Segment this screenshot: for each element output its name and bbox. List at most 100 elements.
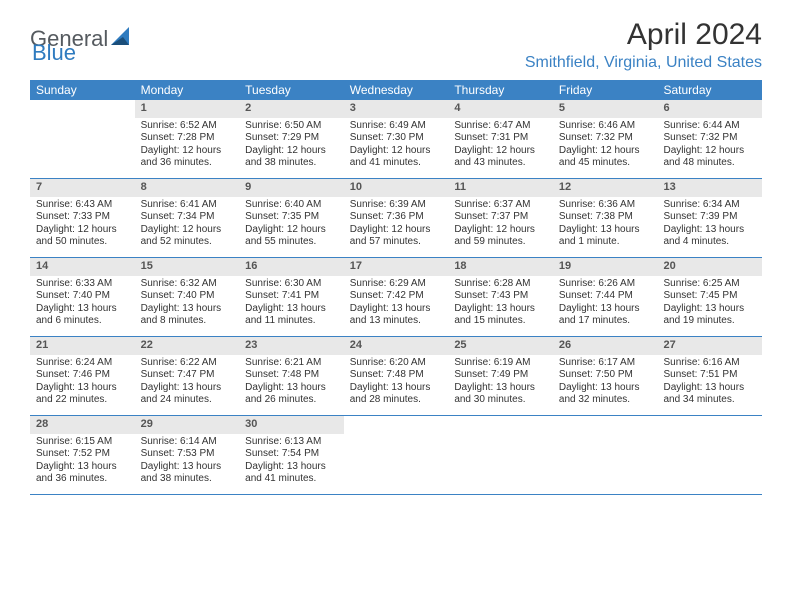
day-sunrise: Sunrise: 6:34 AM [663,199,756,212]
day-day2: and 26 minutes. [245,394,338,407]
location-subtitle: Smithfield, Virginia, United States [525,54,762,72]
day-body: Sunrise: 6:50 AMSunset: 7:29 PMDaylight:… [239,118,344,176]
calendar-week: 14Sunrise: 6:33 AMSunset: 7:40 PMDayligh… [30,258,762,337]
day-sunrise: Sunrise: 6:43 AM [36,199,129,212]
day-sunset: Sunset: 7:46 PM [36,369,129,382]
day-day2: and 36 minutes. [141,157,234,170]
day-sunset: Sunset: 7:51 PM [663,369,756,382]
day-number: 5 [553,100,658,118]
day-day1: Daylight: 13 hours [245,303,338,316]
calendar-day-cell: 3Sunrise: 6:49 AMSunset: 7:30 PMDaylight… [344,100,449,178]
day-number: 6 [657,100,762,118]
day-header-saturday: Saturday [657,80,762,100]
day-sunrise: Sunrise: 6:32 AM [141,278,234,291]
day-day2: and 13 minutes. [350,315,443,328]
calendar-day-cell: 28Sunrise: 6:15 AMSunset: 7:52 PMDayligh… [30,416,135,494]
day-sunrise: Sunrise: 6:47 AM [454,120,547,133]
day-sunrise: Sunrise: 6:17 AM [559,357,652,370]
day-day2: and 50 minutes. [36,236,129,249]
day-body: Sunrise: 6:22 AMSunset: 7:47 PMDaylight:… [135,355,240,413]
day-number: 16 [239,258,344,276]
day-day1: Daylight: 12 hours [350,224,443,237]
day-body: Sunrise: 6:34 AMSunset: 7:39 PMDaylight:… [657,197,762,255]
day-sunrise: Sunrise: 6:25 AM [663,278,756,291]
day-sunrise: Sunrise: 6:28 AM [454,278,547,291]
calendar-day-cell: 5Sunrise: 6:46 AMSunset: 7:32 PMDaylight… [553,100,658,178]
day-day2: and 28 minutes. [350,394,443,407]
calendar-day-cell: 8Sunrise: 6:41 AMSunset: 7:34 PMDaylight… [135,179,240,257]
day-sunrise: Sunrise: 6:29 AM [350,278,443,291]
day-number: 26 [553,337,658,355]
day-day2: and 55 minutes. [245,236,338,249]
day-sunrise: Sunrise: 6:24 AM [36,357,129,370]
day-day1: Daylight: 13 hours [663,303,756,316]
day-body: Sunrise: 6:14 AMSunset: 7:53 PMDaylight:… [135,434,240,492]
day-body: Sunrise: 6:29 AMSunset: 7:42 PMDaylight:… [344,276,449,334]
calendar-day-cell: 12Sunrise: 6:36 AMSunset: 7:38 PMDayligh… [553,179,658,257]
day-sunrise: Sunrise: 6:52 AM [141,120,234,133]
day-body: Sunrise: 6:13 AMSunset: 7:54 PMDaylight:… [239,434,344,492]
day-body: Sunrise: 6:19 AMSunset: 7:49 PMDaylight:… [448,355,553,413]
day-body: Sunrise: 6:52 AMSunset: 7:28 PMDaylight:… [135,118,240,176]
day-header-sunday: Sunday [30,80,135,100]
day-number: 13 [657,179,762,197]
day-sunrise: Sunrise: 6:21 AM [245,357,338,370]
day-day2: and 24 minutes. [141,394,234,407]
day-number: 1 [135,100,240,118]
day-body: Sunrise: 6:33 AMSunset: 7:40 PMDaylight:… [30,276,135,334]
day-day1: Daylight: 13 hours [454,382,547,395]
day-sunrise: Sunrise: 6:37 AM [454,199,547,212]
day-body: Sunrise: 6:39 AMSunset: 7:36 PMDaylight:… [344,197,449,255]
calendar-day-cell: 23Sunrise: 6:21 AMSunset: 7:48 PMDayligh… [239,337,344,415]
day-number: 4 [448,100,553,118]
day-day1: Daylight: 12 hours [350,145,443,158]
day-day2: and 4 minutes. [663,236,756,249]
day-sunrise: Sunrise: 6:36 AM [559,199,652,212]
day-body: Sunrise: 6:30 AMSunset: 7:41 PMDaylight:… [239,276,344,334]
calendar-day-cell: 19Sunrise: 6:26 AMSunset: 7:44 PMDayligh… [553,258,658,336]
day-sunset: Sunset: 7:50 PM [559,369,652,382]
day-sunset: Sunset: 7:30 PM [350,132,443,145]
day-day2: and 22 minutes. [36,394,129,407]
calendar-day-cell: 16Sunrise: 6:30 AMSunset: 7:41 PMDayligh… [239,258,344,336]
day-number: 27 [657,337,762,355]
day-day2: and 41 minutes. [350,157,443,170]
day-sunrise: Sunrise: 6:16 AM [663,357,756,370]
day-body: Sunrise: 6:40 AMSunset: 7:35 PMDaylight:… [239,197,344,255]
day-body: Sunrise: 6:47 AMSunset: 7:31 PMDaylight:… [448,118,553,176]
calendar-day-cell: 13Sunrise: 6:34 AMSunset: 7:39 PMDayligh… [657,179,762,257]
day-day1: Daylight: 12 hours [245,224,338,237]
day-sunrise: Sunrise: 6:22 AM [141,357,234,370]
day-sunset: Sunset: 7:42 PM [350,290,443,303]
day-header-wednesday: Wednesday [344,80,449,100]
day-number: 9 [239,179,344,197]
day-day2: and 45 minutes. [559,157,652,170]
day-day2: and 19 minutes. [663,315,756,328]
calendar-day-cell [344,416,449,494]
title-block: April 2024 Smithfield, Virginia, United … [525,18,762,72]
day-sunrise: Sunrise: 6:13 AM [245,436,338,449]
day-day2: and 32 minutes. [559,394,652,407]
day-sunset: Sunset: 7:52 PM [36,448,129,461]
day-day1: Daylight: 13 hours [663,224,756,237]
calendar-grid: Sunday Monday Tuesday Wednesday Thursday… [30,80,762,495]
day-body: Sunrise: 6:15 AMSunset: 7:52 PMDaylight:… [30,434,135,492]
calendar-day-cell: 11Sunrise: 6:37 AMSunset: 7:37 PMDayligh… [448,179,553,257]
calendar-day-cell: 26Sunrise: 6:17 AMSunset: 7:50 PMDayligh… [553,337,658,415]
day-sunrise: Sunrise: 6:19 AM [454,357,547,370]
brand-word-blue: Blue [32,40,76,65]
day-body: Sunrise: 6:43 AMSunset: 7:33 PMDaylight:… [30,197,135,255]
day-body: Sunrise: 6:25 AMSunset: 7:45 PMDaylight:… [657,276,762,334]
calendar-day-cell: 9Sunrise: 6:40 AMSunset: 7:35 PMDaylight… [239,179,344,257]
day-body: Sunrise: 6:41 AMSunset: 7:34 PMDaylight:… [135,197,240,255]
day-day1: Daylight: 13 hours [245,382,338,395]
day-sunrise: Sunrise: 6:46 AM [559,120,652,133]
day-day1: Daylight: 12 hours [36,224,129,237]
day-day2: and 52 minutes. [141,236,234,249]
day-day1: Daylight: 13 hours [663,382,756,395]
day-number: 12 [553,179,658,197]
day-day2: and 38 minutes. [245,157,338,170]
day-sunset: Sunset: 7:53 PM [141,448,234,461]
day-body: Sunrise: 6:37 AMSunset: 7:37 PMDaylight:… [448,197,553,255]
day-number: 14 [30,258,135,276]
